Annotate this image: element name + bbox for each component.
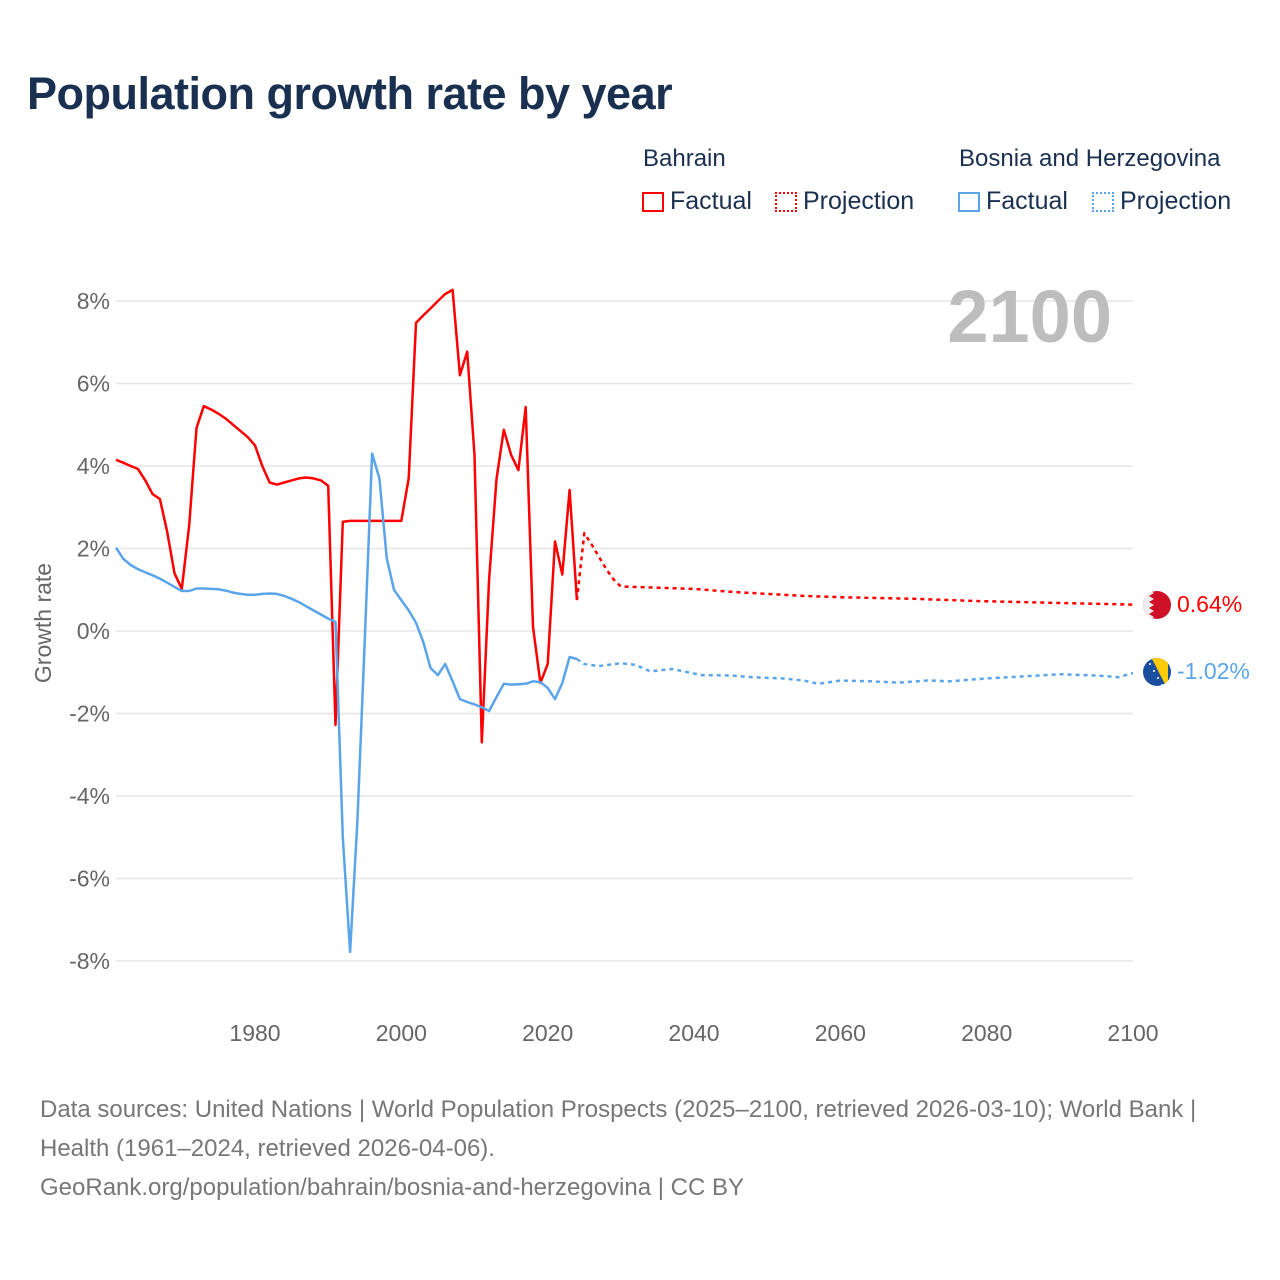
legend-swatch-solid (642, 191, 664, 212)
data-sources: Data sources: United Nations | World Pop… (40, 1096, 1197, 1162)
x-tick-label: 2040 (668, 1020, 719, 1046)
x-tick-label: 2000 (376, 1020, 427, 1046)
legend-bahrain-factual[interactable]: Factual (642, 187, 752, 216)
y-tick-label: 8% (77, 288, 110, 314)
x-tick-label: 2100 (1107, 1020, 1158, 1046)
y-tick-label: 0% (77, 618, 110, 644)
bosnia-end-label: -1.02% (1177, 658, 1250, 684)
y-tick-label: 4% (77, 453, 110, 479)
legend-swatch-solid (958, 191, 980, 212)
bahrain-flag-icon (1143, 591, 1171, 619)
bahrain-factual-line (115, 288, 579, 744)
y-tick-label: -2% (69, 701, 110, 727)
bosnia-flag-icon (1143, 658, 1171, 686)
legend-swatch-dotted (775, 191, 797, 212)
current-year-label: 2100 (947, 275, 1112, 358)
legend-label: Projection (1120, 187, 1232, 215)
legend-label: Projection (803, 187, 915, 215)
x-tick-label: 1980 (229, 1020, 280, 1046)
x-tick-label: 2020 (522, 1020, 573, 1046)
bahrain-projection-line (575, 531, 1134, 606)
y-tick-label: -6% (69, 866, 110, 892)
bahrain-end-label: 0.64% (1177, 591, 1242, 617)
chart-title: Population growth rate by year (27, 68, 673, 119)
x-tick-label: 2080 (961, 1020, 1012, 1046)
legend-label: Factual (670, 187, 752, 215)
legend-bosnia-factual[interactable]: Factual (958, 187, 1068, 216)
y-tick-label: 6% (77, 371, 110, 397)
y-axis-label: Growth rate (30, 563, 56, 683)
legend-bahrain-projection[interactable]: Projection (775, 187, 914, 216)
footer: Data sources: United Nations | World Pop… (40, 1090, 1240, 1207)
y-tick-label: -4% (69, 783, 110, 809)
legend-bosnia-projection[interactable]: Projection (1092, 187, 1231, 216)
y-tick-label: -8% (69, 948, 110, 974)
bosnia-factual-line (114, 452, 578, 954)
legend-swatch-dotted (1092, 191, 1114, 212)
legend-group-bahrain: Bahrain (643, 145, 726, 172)
legend-group-bosnia: Bosnia and Herzegovina (959, 145, 1221, 172)
source-link[interactable]: GeoRank.org/population/bahrain/bosnia-an… (40, 1174, 745, 1201)
bosnia-projection-line (576, 657, 1134, 686)
y-tick-label: 2% (77, 536, 110, 562)
x-tick-label: 2060 (815, 1020, 866, 1046)
legend-label: Factual (986, 187, 1068, 215)
